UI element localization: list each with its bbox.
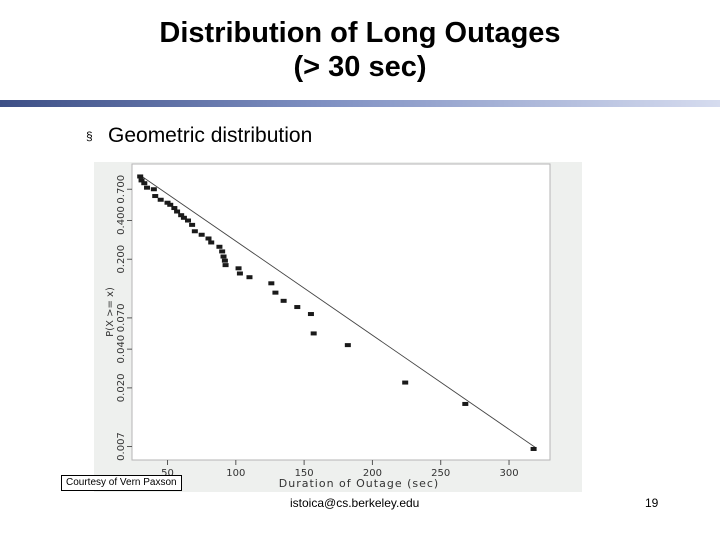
y-tick-label: 0.700 — [116, 175, 127, 204]
data-point — [530, 446, 537, 451]
x-tick-label: 200 — [363, 468, 382, 479]
slide-title-line-1: Distribution of Long Outages — [159, 17, 561, 49]
data-point — [280, 298, 287, 303]
data-point — [178, 213, 185, 218]
x-tick-label: 300 — [499, 468, 518, 479]
data-point — [208, 240, 215, 245]
data-point — [141, 181, 148, 186]
data-point — [171, 206, 178, 211]
data-point — [205, 236, 212, 241]
data-point — [150, 187, 157, 192]
data-point — [152, 194, 159, 199]
data-point — [221, 258, 228, 263]
data-point — [137, 174, 144, 179]
data-point — [180, 215, 187, 220]
title-divider — [0, 100, 720, 107]
x-tick-label: 50 — [161, 468, 174, 479]
page-number: 19 — [645, 496, 659, 510]
slide-title-line-2: (> 30 sec) — [293, 51, 427, 83]
bullet-text: Geometric distribution — [108, 124, 313, 147]
y-tick-label: 0.007 — [116, 432, 127, 461]
data-point — [402, 380, 409, 385]
bullet-item: § Geometric distribution — [86, 124, 312, 148]
x-tick-label: 150 — [295, 468, 314, 479]
data-point — [164, 200, 171, 205]
data-point — [272, 290, 279, 295]
y-tick-label: 0.070 — [116, 304, 127, 333]
footer-email: istoica@cs.berkeley.edu — [290, 496, 420, 510]
data-point — [268, 281, 275, 286]
data-point — [157, 197, 164, 202]
data-point — [222, 263, 229, 268]
outage-distribution-chart: 0.007 0.020 0.040 0.070 0.200 0.400 0.700 50 10… — [94, 162, 582, 492]
y-axis-title: P(X >= x) — [105, 287, 116, 337]
data-point — [235, 266, 242, 271]
data-point — [246, 275, 253, 280]
y-tick-label: 0.040 — [116, 335, 127, 364]
y-tick-label: 0.400 — [116, 206, 127, 235]
slide-title: Distribution of Long Outages (> 30 sec) — [0, 16, 720, 84]
data-point — [167, 202, 174, 207]
data-point — [236, 271, 243, 276]
y-axis: 0.007 0.020 0.040 0.070 0.200 0.400 0.700 — [116, 175, 132, 461]
data-point — [191, 229, 198, 234]
data-points — [137, 174, 537, 451]
y-tick-label: 0.200 — [116, 245, 127, 274]
data-point — [144, 185, 151, 190]
plot-area — [131, 163, 551, 461]
data-point — [294, 305, 301, 310]
data-point — [174, 209, 181, 214]
data-point — [307, 312, 314, 317]
y-tick-label: 0.020 — [116, 374, 127, 403]
credit-label: Courtesy of Vern Paxson — [61, 475, 182, 491]
data-point — [138, 178, 145, 183]
x-tick-label: 250 — [431, 468, 450, 479]
data-point — [185, 218, 192, 223]
fit-line-group — [139, 174, 537, 449]
data-point — [310, 331, 317, 336]
x-axis-title: Duration of Outage (sec) — [279, 477, 439, 490]
data-point — [198, 232, 205, 237]
bullet-marker: § — [86, 129, 93, 143]
data-point — [462, 401, 469, 406]
data-point — [216, 244, 223, 249]
data-point — [219, 249, 226, 254]
x-axis: 50 100 150 200 250 300 — [161, 460, 519, 479]
x-tick-label: 100 — [226, 468, 245, 479]
data-point — [220, 254, 227, 259]
data-point — [344, 343, 351, 348]
data-point — [189, 222, 196, 227]
chart-svg: 0.007 0.020 0.040 0.070 0.200 0.400 0.700 50 10… — [94, 162, 582, 492]
fit-line — [139, 174, 537, 449]
